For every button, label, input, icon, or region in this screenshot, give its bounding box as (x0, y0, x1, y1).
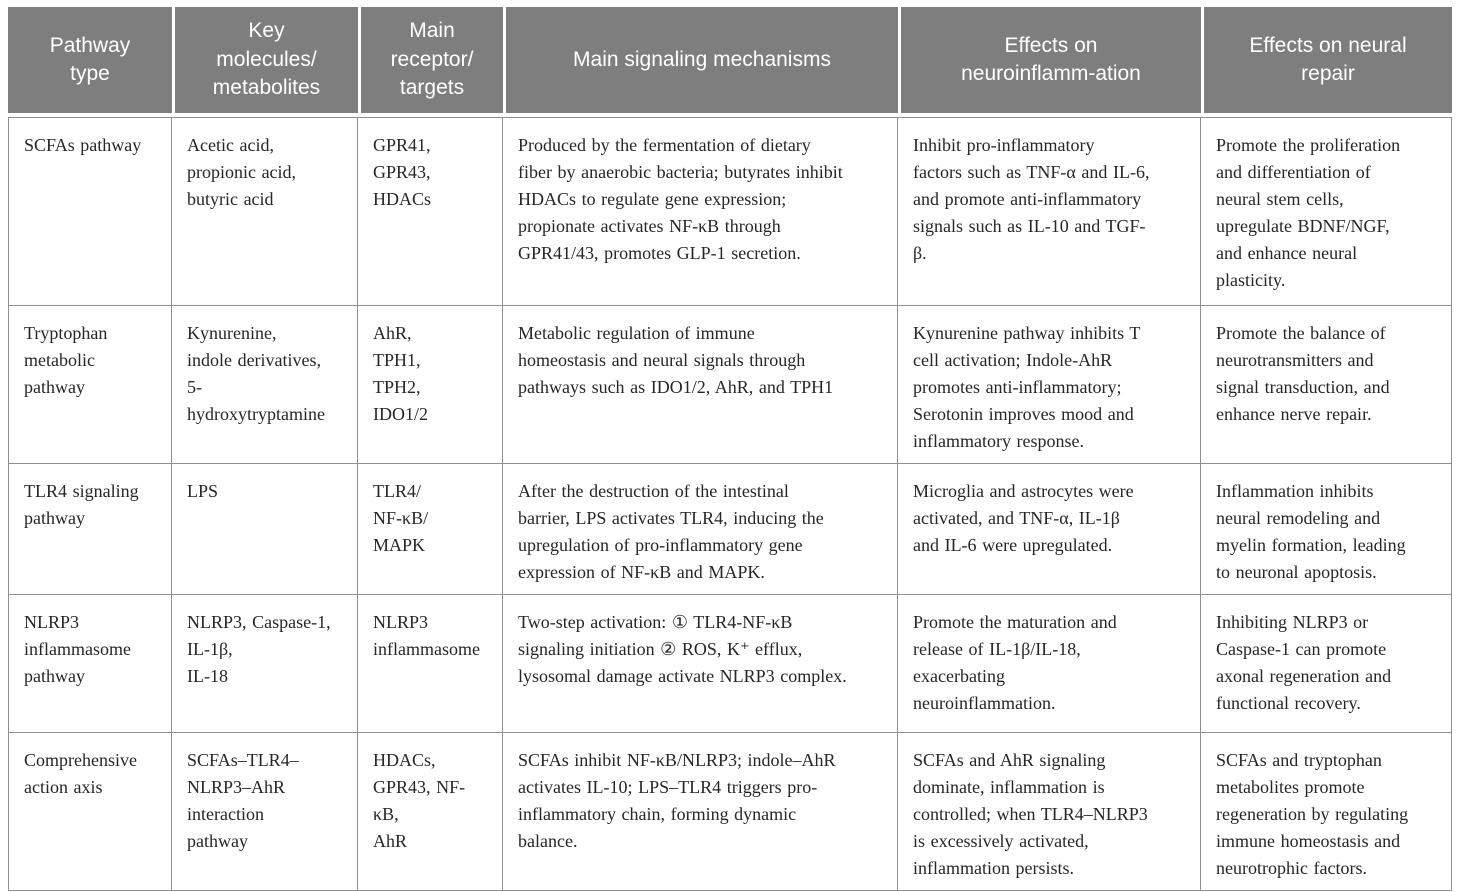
table-row-tlr4: TLR4 signaling pathway LPS TLR4/ NF-κB/ … (9, 464, 1451, 595)
header-effects-neural-repair: Effects on neural repair (1201, 7, 1452, 113)
cell-key-molecules: Kynurenine, indole derivatives, 5- hydro… (172, 306, 358, 463)
header-effects-neuroinflammation: Effects on neuroinflamm-ation (898, 7, 1201, 113)
cell-pathway-type: Comprehensive action axis (9, 733, 172, 890)
cell-key-molecules: LPS (172, 464, 358, 594)
cell-signaling: Metabolic regulation of immune homeostas… (503, 306, 898, 463)
cell-signaling: SCFAs inhibit NF-κB/NLRP3; indole–AhR ac… (503, 733, 898, 890)
cell-pathway-type: NLRP3 inflammasome pathway (9, 595, 172, 732)
cell-neuroinflammation: Promote the maturation and release of IL… (898, 595, 1201, 732)
cell-key-molecules: SCFAs–TLR4– NLRP3–AhR interaction pathwa… (172, 733, 358, 890)
header-main-receptor-targets: Main receptor/ targets (358, 7, 503, 113)
cell-neuroinflammation: Microglia and astrocytes were activated,… (898, 464, 1201, 594)
cell-key-molecules: Acetic acid, propionic acid, butyric aci… (172, 118, 358, 305)
cell-signaling: After the destruction of the intestinal … (503, 464, 898, 594)
cell-pathway-type: Tryptophan metabolic pathway (9, 306, 172, 463)
cell-neuroinflammation: Kynurenine pathway inhibits T cell activ… (898, 306, 1201, 463)
cell-neural-repair: Promote the balance of neurotransmitters… (1216, 323, 1390, 424)
table-row-comprehensive: Comprehensive action axis SCFAs–TLR4– NL… (9, 733, 1451, 890)
header-key-molecules: Key molecules/ metabolites (172, 7, 358, 113)
cell-receptors: AhR, TPH1, TPH2, IDO1/2 (358, 306, 503, 463)
cell-signaling: Two-step activation: ① TLR4-NF-κB signal… (503, 595, 898, 732)
cell-neuroinflammation: SCFAs and AhR signaling dominate, inflam… (898, 733, 1201, 890)
cell-pathway-type: TLR4 signaling pathway (9, 464, 172, 594)
cell-neural-repair: SCFAs and tryptophan metabolites promote… (1216, 750, 1409, 878)
table-header-row: Pathway type Key molecules/ metabolites … (8, 7, 1452, 113)
cell-receptors: GPR41, GPR43, HDACs (358, 118, 503, 305)
cell-receptors: TLR4/ NF-κB/ MAPK (358, 464, 503, 594)
cell-neuroinflammation: Inhibit pro-inflammatory factors such as… (898, 118, 1201, 305)
cell-neural-repair: Inflammation inhibits neural remodeling … (1216, 481, 1406, 582)
cell-neural-repair: Promote the proliferation and differenti… (1216, 135, 1401, 290)
pathways-table: Pathway type Key molecules/ metabolites … (8, 7, 1452, 891)
table-row-tryptophan: Tryptophan metabolic pathway Kynurenine,… (9, 306, 1451, 464)
header-pathway-type: Pathway type (8, 7, 172, 113)
table-row-nlrp3: NLRP3 inflammasome pathway NLRP3, Caspas… (9, 595, 1451, 733)
cell-pathway-type: SCFAs pathway (9, 118, 172, 305)
cell-neural-repair: Inhibiting NLRP3 or Caspase-1 can promot… (1216, 612, 1392, 713)
cell-key-molecules: NLRP3, Caspase-1, IL-1β, IL-18 (172, 595, 358, 732)
header-main-signaling-mechanisms: Main signaling mechanisms (503, 7, 898, 113)
cell-receptors: HDACs, GPR43, NF- κB, AhR (358, 733, 503, 890)
cell-signaling: Produced by the fermentation of dietary … (503, 118, 898, 305)
cell-receptors: NLRP3 inflammasome (358, 595, 503, 732)
table-row-scfas: SCFAs pathway Acetic acid, propionic aci… (9, 118, 1451, 306)
table-body: SCFAs pathway Acetic acid, propionic aci… (8, 117, 1452, 891)
